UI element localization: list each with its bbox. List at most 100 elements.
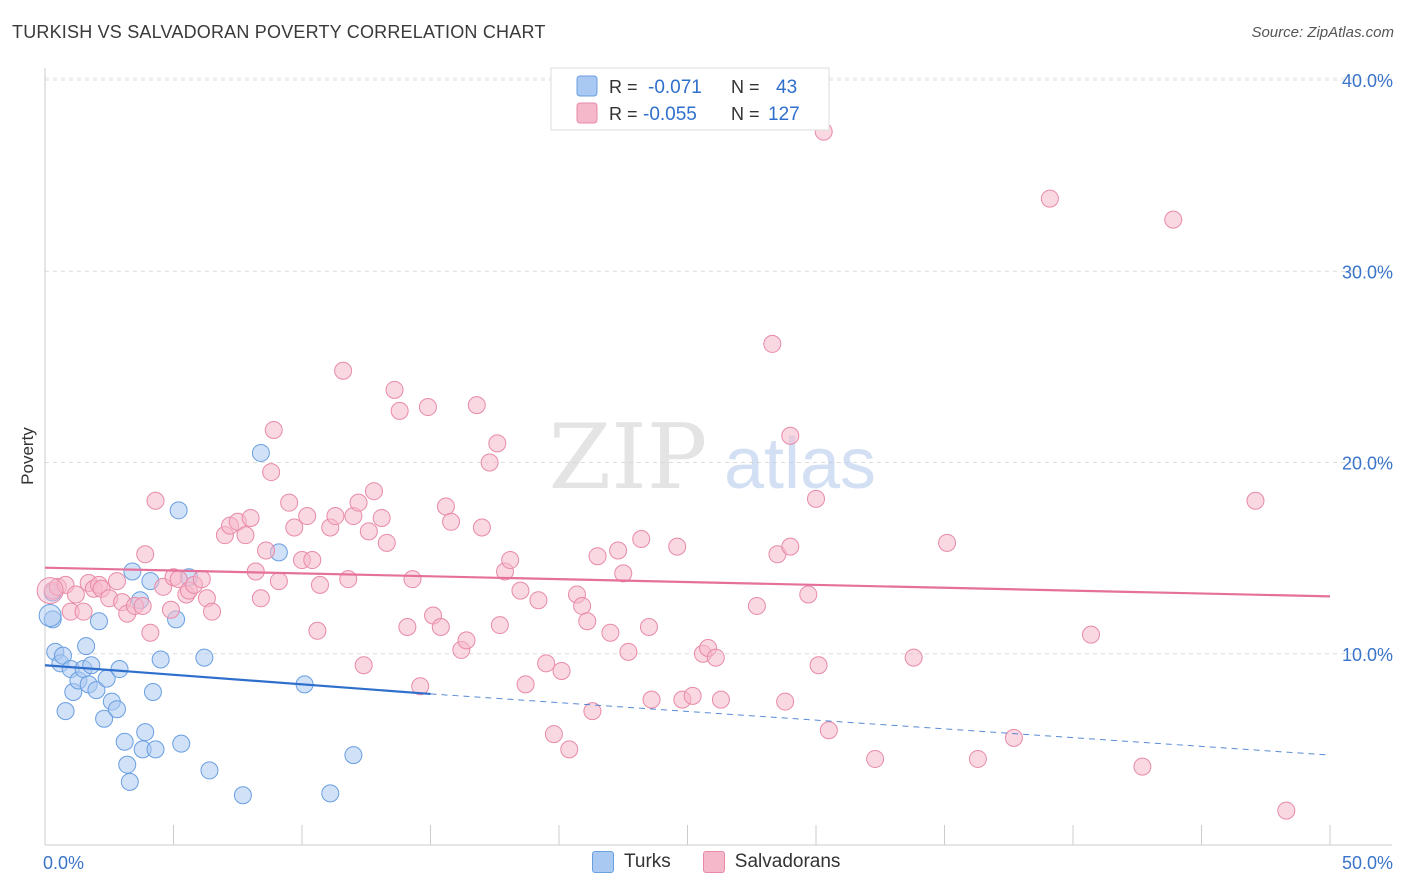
point-salvadorans	[501, 551, 520, 570]
point-salvadorans	[763, 334, 782, 353]
legend-n-value: 127	[768, 104, 800, 125]
point-turks	[38, 604, 62, 627]
legend-swatch-salvadorans	[702, 851, 725, 873]
point-salvadorans	[364, 482, 383, 501]
x-tick-label: 50.0%	[1342, 853, 1393, 873]
point-salvadorans	[529, 591, 548, 610]
point-salvadorans	[349, 493, 368, 512]
point-salvadorans	[1040, 189, 1059, 208]
point-salvadorans	[334, 361, 353, 380]
point-salvadorans	[573, 596, 592, 615]
point-salvadorans	[480, 453, 499, 472]
point-salvadorans	[442, 512, 461, 531]
legend-swatch-turks	[576, 75, 598, 97]
point-salvadorans	[308, 621, 327, 640]
chart-title: TURKISH VS SALVADORAN POVERTY CORRELATIO…	[12, 22, 546, 42]
point-salvadorans	[683, 686, 702, 705]
point-salvadorans	[544, 725, 563, 744]
point-turks	[82, 656, 101, 675]
point-turks	[172, 734, 191, 753]
point-salvadorans	[377, 533, 396, 552]
point-salvadorans	[241, 508, 260, 527]
legend-n-value: 43	[776, 77, 797, 98]
legend-bottom: Turks Salvadorans	[592, 851, 862, 873]
point-salvadorans	[668, 537, 687, 556]
point-turks	[321, 784, 340, 803]
point-salvadorans	[472, 518, 491, 537]
point-salvadorans	[781, 537, 800, 556]
point-salvadorans	[418, 398, 437, 417]
point-salvadorans	[968, 749, 987, 768]
gridlines	[45, 77, 1392, 655]
point-salvadorans	[262, 463, 281, 482]
tick-labels: 10.0% 20.0% 30.0% 40.0% 0.0% 50.0%	[43, 71, 1393, 873]
legend-item-salvadorans: Salvadorans	[702, 851, 840, 873]
point-salvadorans	[192, 570, 211, 589]
point-salvadorans	[490, 616, 509, 635]
point-turks	[136, 723, 155, 742]
point-salvadorans	[141, 623, 160, 642]
point-salvadorans	[781, 426, 800, 445]
point-salvadorans	[1246, 491, 1265, 510]
point-salvadorans	[269, 572, 288, 591]
trend-line-salvadorans	[44, 566, 1331, 598]
point-salvadorans	[251, 589, 270, 608]
point-salvadorans	[639, 617, 658, 636]
point-salvadorans	[457, 631, 476, 650]
legend-label-turks: Turks	[624, 851, 671, 872]
legend-swatch-salvadorans	[576, 102, 598, 124]
point-salvadorans	[904, 648, 923, 667]
point-turks	[77, 637, 96, 656]
legend-r-label: R =	[609, 77, 638, 97]
legend-item-turks: Turks	[592, 851, 671, 873]
data-points	[36, 122, 1296, 820]
point-turks	[107, 700, 126, 719]
point-salvadorans	[411, 677, 430, 696]
point-salvadorans	[203, 602, 222, 621]
point-salvadorans	[511, 581, 530, 600]
point-turks	[110, 660, 129, 679]
point-turks	[123, 562, 142, 581]
point-salvadorans	[516, 675, 535, 694]
point-salvadorans	[642, 690, 661, 709]
point-salvadorans	[107, 572, 126, 591]
point-salvadorans	[359, 522, 378, 541]
y-tick-label: 10.0%	[1342, 645, 1393, 665]
point-salvadorans	[36, 577, 64, 605]
point-salvadorans	[285, 518, 304, 537]
point-salvadorans	[632, 530, 651, 548]
point-salvadorans	[354, 656, 373, 675]
trend-lines	[44, 566, 1331, 756]
point-turks	[120, 772, 139, 791]
y-tick-label: 40.0%	[1342, 71, 1393, 91]
point-salvadorans	[339, 570, 358, 589]
point-turks	[169, 501, 188, 520]
point-salvadorans	[609, 541, 628, 560]
legend-r-value: -0.055	[643, 104, 697, 125]
point-salvadorans	[601, 623, 620, 642]
point-salvadorans	[66, 585, 85, 604]
point-turks	[200, 761, 219, 780]
point-salvadorans	[280, 493, 299, 512]
point-salvadorans	[264, 420, 283, 439]
watermark-atlas: atlas	[724, 424, 876, 504]
watermark: ZIP atlas	[549, 405, 876, 510]
point-turks	[233, 786, 252, 805]
legend-swatch-turks	[592, 851, 614, 873]
point-salvadorans	[747, 596, 766, 615]
point-salvadorans	[776, 692, 795, 711]
point-turks	[115, 732, 134, 751]
point-turks	[146, 740, 165, 759]
point-salvadorans	[303, 551, 322, 570]
point-turks	[89, 612, 108, 631]
point-salvadorans	[398, 617, 417, 636]
y-axis-label: Poverty	[18, 427, 37, 485]
point-salvadorans	[1164, 210, 1183, 229]
point-turks	[118, 755, 137, 774]
point-turks	[344, 746, 363, 765]
point-salvadorans	[298, 507, 317, 526]
point-salvadorans	[310, 575, 329, 594]
point-salvadorans	[938, 533, 957, 552]
point-salvadorans	[431, 617, 450, 636]
point-salvadorans	[133, 596, 152, 615]
